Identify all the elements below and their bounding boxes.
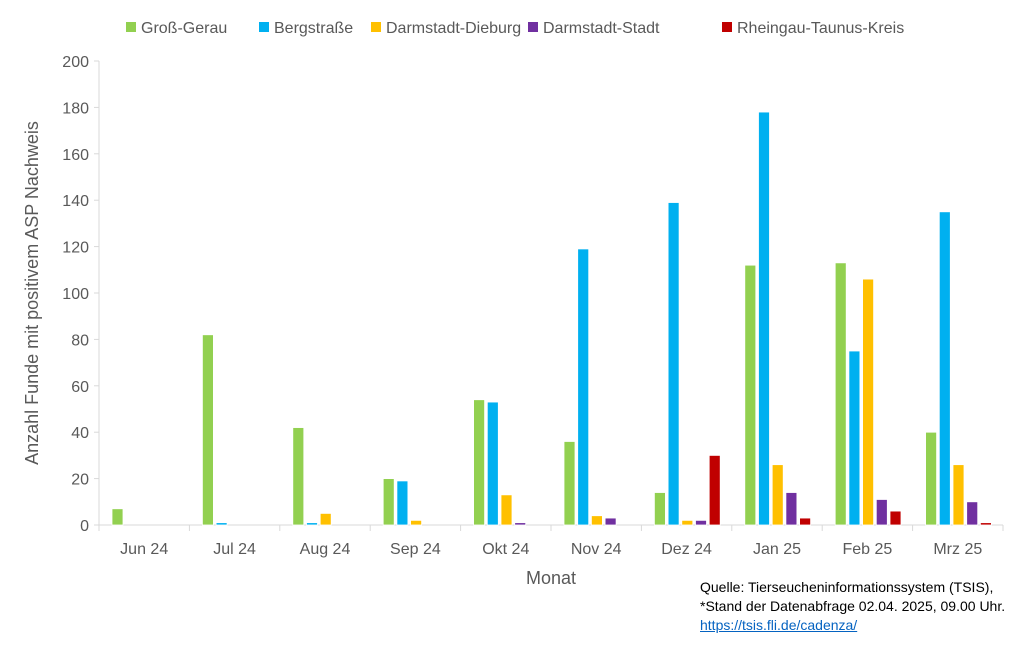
x-tick-label: Nov 24 <box>571 541 622 558</box>
x-tick-label: Feb 25 <box>842 541 892 558</box>
legend-swatch-0 <box>126 22 136 32</box>
bar-1-1 <box>215 522 228 526</box>
bar-2-3 <box>410 519 423 526</box>
bar-0-5 <box>563 441 576 526</box>
x-tick-label: Jun 24 <box>120 541 168 558</box>
x-axis-label: Monat <box>526 568 576 588</box>
bar-2-8 <box>862 278 874 526</box>
bar-2-4 <box>500 494 513 526</box>
y-axis-label: Anzahl Funde mit positivem ASP Nachweis <box>22 121 42 465</box>
bar-1-6 <box>667 202 680 526</box>
x-tick-label: Dez 24 <box>661 541 712 558</box>
bar-1-5 <box>577 248 590 526</box>
bar-3-6 <box>695 519 707 526</box>
y-tick-label: 20 <box>71 472 89 489</box>
bar-1-7 <box>758 111 770 526</box>
bar-0-8 <box>834 262 847 526</box>
y-tick-label: 200 <box>62 54 89 71</box>
legend-swatch-4 <box>722 22 732 32</box>
legend-swatch-3 <box>528 22 538 32</box>
bar-3-7 <box>785 492 798 526</box>
bar-0-6 <box>654 492 666 526</box>
legend-label-2: Darmstadt-Dieburg <box>386 20 521 37</box>
bar-2-7 <box>771 464 784 526</box>
x-tick-label: Mrz 25 <box>933 541 982 558</box>
source-line-2: *Stand der Datenabfrage 02.04. 2025, 09.… <box>700 598 1006 614</box>
bar-4-6 <box>708 454 721 526</box>
y-tick-label: 100 <box>62 286 89 303</box>
bar-3-9 <box>966 501 979 526</box>
bar-2-6 <box>681 519 694 526</box>
y-tick-label: 0 <box>80 518 89 535</box>
bar-0-3 <box>382 478 395 526</box>
bar-0-0 <box>111 508 124 526</box>
bar-0-1 <box>201 334 214 526</box>
source-link[interactable]: https://tsis.fli.de/cadenza/ <box>700 617 858 633</box>
y-tick-label: 180 <box>62 100 89 117</box>
bar-1-2 <box>306 522 318 526</box>
y-tick-label: 40 <box>71 425 89 442</box>
bar-0-4 <box>473 399 486 526</box>
legend-swatch-1 <box>259 22 269 32</box>
x-tick-label: Sep 24 <box>390 541 441 558</box>
bar-0-2 <box>292 427 305 526</box>
x-tick-label: Jul 24 <box>213 541 256 558</box>
y-tick-label: 80 <box>71 332 89 349</box>
bar-2-5 <box>591 515 603 526</box>
legend-label-0: Groß-Gerau <box>141 20 227 37</box>
bar-1-8 <box>848 350 861 526</box>
bar-3-5 <box>604 517 617 526</box>
legend-label-1: Bergstraße <box>274 20 353 37</box>
y-tick-label: 160 <box>62 147 89 164</box>
bar-0-7 <box>744 264 757 526</box>
bar-2-9 <box>952 464 965 526</box>
bar-1-3 <box>396 480 409 526</box>
x-tick-label: Aug 24 <box>300 541 351 558</box>
bar-4-8 <box>889 510 902 526</box>
bar-1-9 <box>938 211 951 526</box>
source-line-1: Quelle: Tierseucheninformationssystem (T… <box>700 579 994 595</box>
y-tick-label: 60 <box>71 379 89 396</box>
legend-label-3: Darmstadt-Stadt <box>543 20 660 37</box>
y-tick-label: 140 <box>62 193 89 210</box>
source-note: Quelle: Tierseucheninformationssystem (T… <box>700 578 1005 635</box>
bar-4-7 <box>799 517 811 526</box>
bar-3-8 <box>875 499 888 526</box>
bar-2-2 <box>319 513 332 526</box>
bar-1-4 <box>486 401 499 526</box>
bar-0-9 <box>925 431 937 526</box>
bar-4-9 <box>980 522 992 526</box>
y-tick-label: 120 <box>62 240 89 257</box>
legend-swatch-2 <box>371 22 381 32</box>
x-tick-label: Jan 25 <box>753 541 801 558</box>
x-tick-label: Okt 24 <box>482 541 529 558</box>
legend-label-4: Rheingau-Taunus-Kreis <box>737 20 904 37</box>
bar-3-4 <box>514 522 527 526</box>
